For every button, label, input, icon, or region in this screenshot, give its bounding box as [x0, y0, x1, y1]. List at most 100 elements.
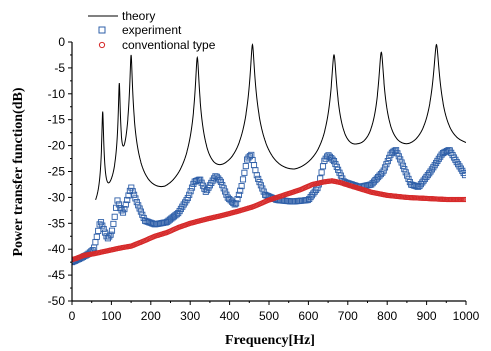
theory-curve: [95, 43, 466, 200]
experiment-point: [239, 176, 247, 183]
experiment-point: [259, 185, 266, 192]
y-axis-title: Power transfer function(dB): [11, 87, 26, 256]
experiment-point: [235, 191, 242, 198]
experiment-point: [250, 162, 258, 169]
experiment-point: [137, 208, 144, 215]
x-tick-label: 300: [180, 309, 200, 323]
y-tick-label: -40: [48, 242, 66, 256]
experiment-point: [399, 162, 407, 169]
experiment-point: [238, 183, 245, 190]
experiment-point: [93, 233, 100, 240]
x-tick-label: 0: [69, 309, 76, 323]
experiment-point: [122, 201, 129, 208]
legend-experiment-marker: [98, 26, 106, 34]
x-axis-title: Frequency[Hz]: [225, 333, 315, 348]
experiment-point: [187, 188, 194, 195]
experiment-point: [139, 211, 146, 218]
experiment-point: [129, 188, 136, 195]
experiment-point: [380, 167, 387, 174]
experiment-point: [124, 196, 131, 204]
experiment-point: [255, 175, 262, 182]
experiment-point: [397, 156, 404, 163]
experiment-point: [121, 206, 128, 213]
experiment-point: [386, 154, 393, 161]
x-tick-label: 200: [141, 309, 161, 323]
y-tick-label: -5: [54, 61, 65, 75]
y-tick-label: -50: [48, 294, 66, 308]
experiment-point: [92, 239, 99, 246]
experiment-point: [395, 153, 402, 160]
experiment-point: [184, 194, 191, 202]
x-tick-label: 600: [298, 309, 318, 323]
experiment-point: [108, 227, 116, 234]
experiment-point: [234, 196, 241, 203]
y-tick-label: -45: [48, 268, 66, 282]
x-tick-label: 800: [377, 309, 397, 323]
experiment-point: [128, 184, 135, 191]
x-tick-label: 500: [259, 309, 279, 323]
conventional-point: [462, 196, 466, 203]
experiment-point: [242, 163, 249, 170]
experiment-point: [381, 164, 389, 171]
experiment-point: [119, 209, 127, 216]
experiment-point: [186, 191, 193, 198]
experiment-point: [318, 169, 325, 176]
experiment-point: [95, 227, 102, 234]
experiment-point: [136, 205, 143, 212]
experiment-point: [110, 220, 117, 227]
y-tick-label: -20: [48, 139, 66, 153]
experiment-point: [401, 166, 408, 173]
x-tick-label: 700: [338, 309, 358, 323]
experiment-point: [222, 188, 229, 195]
experiment-point: [233, 200, 240, 207]
experiment-point: [217, 178, 224, 185]
experiment-point: [241, 169, 248, 176]
experiment-point: [256, 179, 263, 186]
experiment-point: [393, 147, 400, 154]
experiment-point: [133, 199, 140, 206]
experiment-point: [99, 222, 106, 229]
experiment-point: [97, 219, 105, 226]
experiment-point: [237, 187, 244, 194]
experiment-point: [253, 172, 260, 179]
experiment-point: [131, 191, 138, 198]
legend-conventional-label: conventional type: [122, 38, 216, 52]
legend-conventional-marker: [98, 41, 106, 49]
experiment-point: [405, 175, 412, 182]
experiment-point: [111, 213, 118, 220]
conventional-series: [72, 178, 466, 263]
experiment-point: [252, 167, 259, 174]
x-tick-label: 100: [101, 309, 121, 323]
x-tick-label: 900: [417, 309, 437, 323]
y-tick-label: -35: [48, 216, 66, 230]
experiment-point: [115, 201, 122, 208]
x-tick-label: 1000: [453, 309, 480, 323]
legend-experiment-label: experiment: [122, 23, 182, 37]
experiment-point: [220, 185, 227, 192]
x-tick-label: 400: [220, 309, 240, 323]
experiment-point: [461, 172, 466, 179]
legend-theory-label: theory: [122, 9, 155, 23]
experiment-point: [460, 169, 466, 177]
experiment-point: [188, 184, 196, 191]
y-tick-label: -15: [48, 113, 66, 127]
y-tick-label: -10: [48, 87, 66, 101]
experiment-point: [219, 182, 226, 189]
experiment-point: [135, 202, 142, 209]
experiment-point: [114, 197, 121, 204]
y-tick-label: 0: [58, 35, 65, 49]
series-layer: [72, 43, 466, 266]
y-tick-label: -25: [48, 165, 66, 179]
experiment-point: [402, 169, 409, 176]
experiment-point: [383, 161, 390, 168]
experiment-point: [404, 172, 411, 179]
experiment-point: [319, 163, 327, 170]
experiment-point: [106, 233, 113, 240]
experiment-point: [257, 182, 264, 189]
legend: theory experiment conventional type: [88, 9, 216, 52]
experiment-point: [100, 225, 107, 233]
experiment-point: [107, 231, 114, 238]
experiment-point: [132, 195, 139, 202]
experiment-point: [384, 158, 391, 165]
